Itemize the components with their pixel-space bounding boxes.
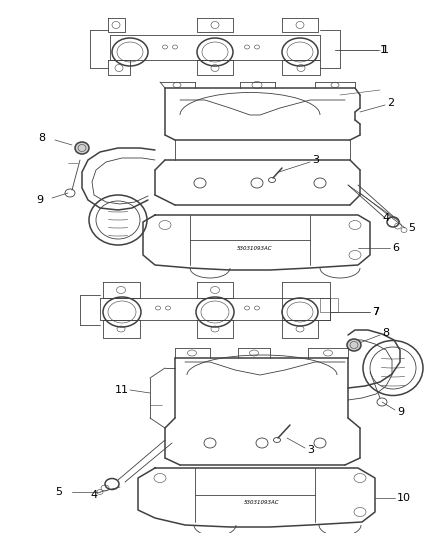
Text: 10: 10	[397, 493, 411, 503]
Text: 8: 8	[38, 133, 45, 143]
Text: 9: 9	[397, 407, 404, 417]
Text: 9: 9	[36, 195, 43, 205]
Text: 4: 4	[90, 490, 97, 500]
Text: 6: 6	[392, 243, 399, 253]
Text: 3: 3	[312, 155, 319, 165]
Text: 3: 3	[307, 445, 314, 455]
Ellipse shape	[347, 339, 361, 351]
Text: 53031093AC: 53031093AC	[237, 246, 273, 251]
Text: 4: 4	[383, 213, 390, 223]
Text: 5: 5	[55, 487, 62, 497]
Text: 1: 1	[380, 45, 387, 55]
Text: 11: 11	[115, 385, 129, 395]
Ellipse shape	[75, 142, 89, 154]
Text: 7: 7	[372, 307, 379, 317]
Text: 5: 5	[408, 223, 415, 233]
Text: 1: 1	[382, 45, 389, 55]
Text: 8: 8	[382, 328, 389, 338]
Text: 2: 2	[387, 98, 394, 108]
Text: 53031093AC: 53031093AC	[244, 499, 280, 505]
Text: 7: 7	[372, 307, 379, 317]
